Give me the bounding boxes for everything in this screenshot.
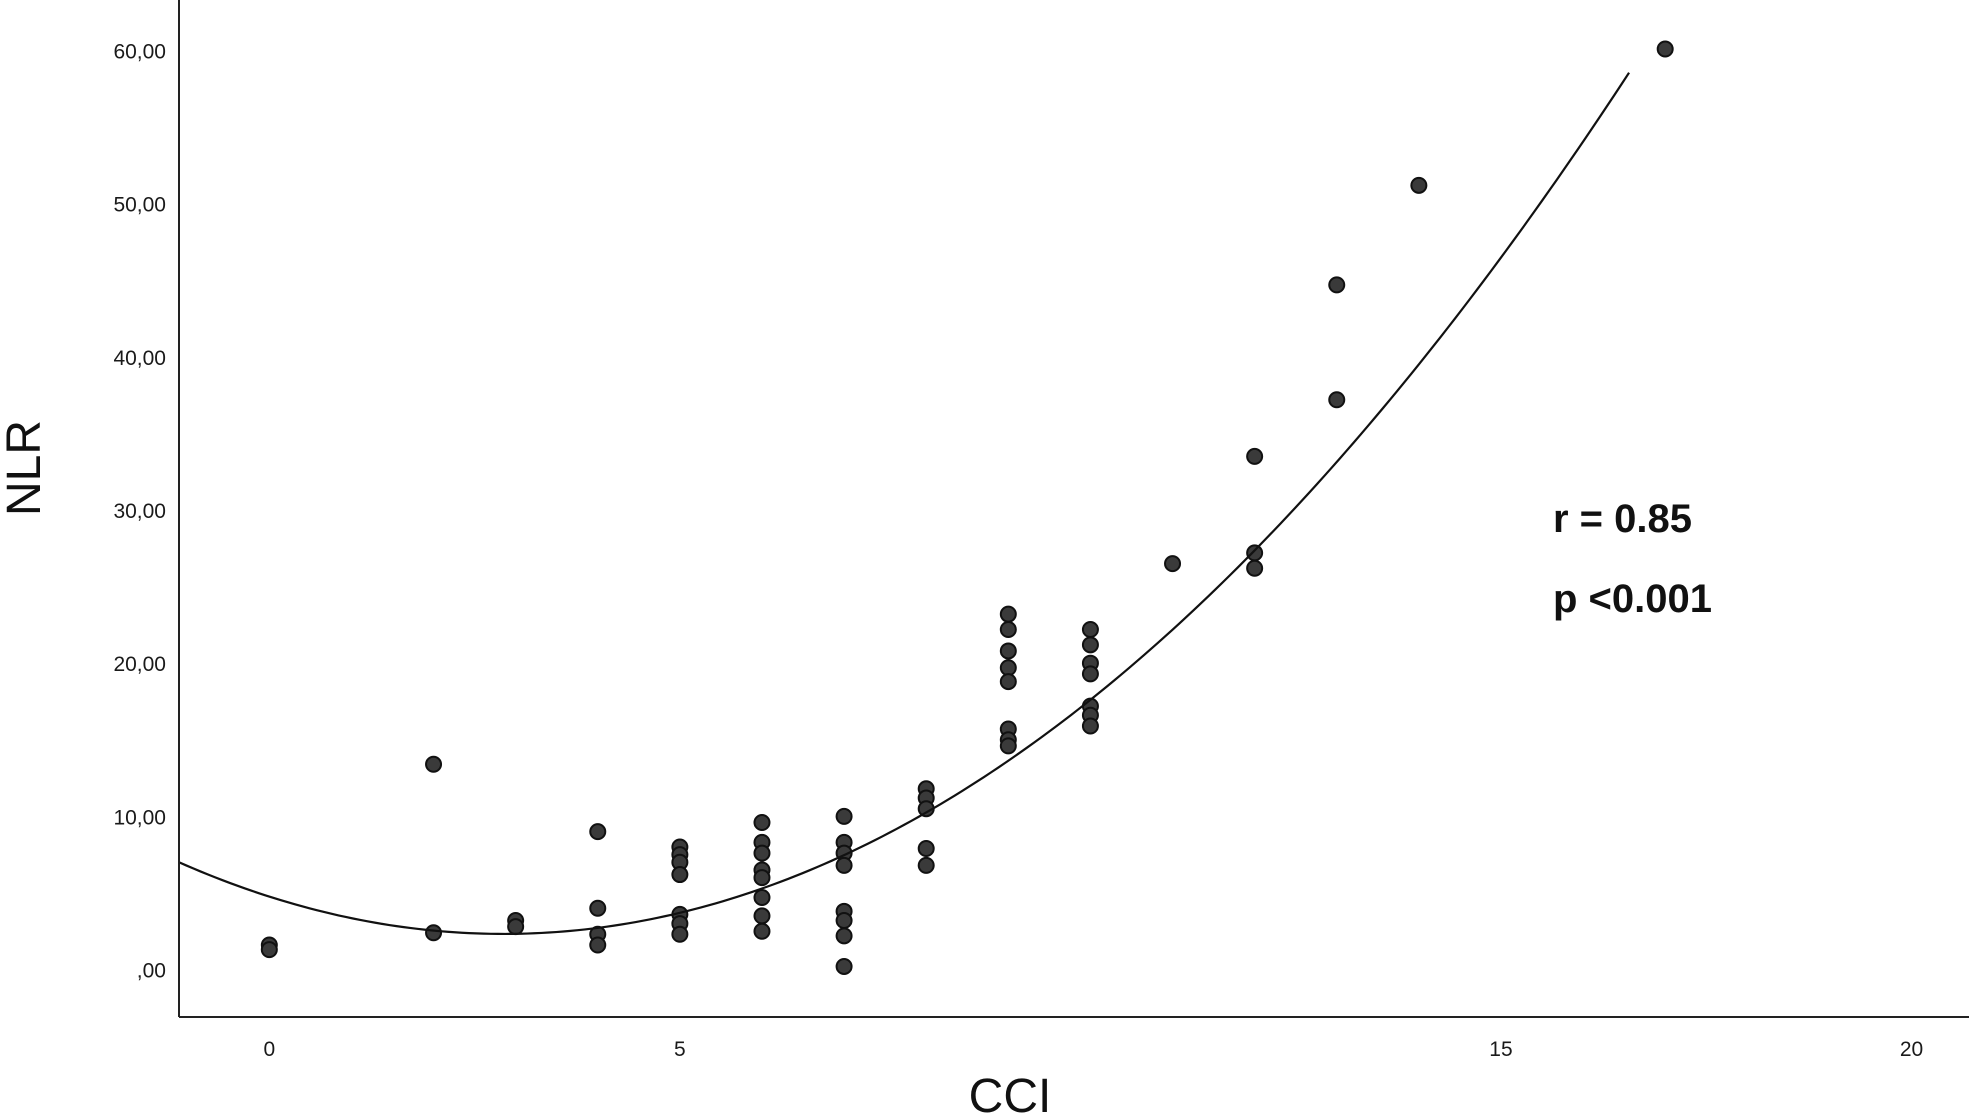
data-point [589,936,607,954]
x-tick-label: 20 [1900,1038,1923,1061]
data-point [835,807,853,825]
data-point [1164,555,1182,573]
x-axis-title: CCI [969,1070,1052,1118]
data-point [753,922,771,940]
data-point [835,957,853,975]
y-axis-title: NLR [0,420,51,516]
y-tick-label: 10,00 [113,806,166,829]
data-point [753,844,771,862]
x-tick-label: 15 [1489,1038,1512,1061]
data-point [425,755,443,773]
data-point [671,866,689,884]
data-point [999,620,1017,638]
data-point [1081,620,1099,638]
y-tick-label: 50,00 [113,194,166,217]
data-point [1081,636,1099,654]
fit-curve [178,72,1630,936]
data-point [999,737,1017,755]
data-point [999,642,1017,660]
data-point [507,918,525,936]
x-tick-label: 5 [674,1038,686,1061]
data-point [835,927,853,945]
data-point [835,912,853,930]
data-point [1246,544,1264,562]
data-point [671,925,689,943]
data-point [999,605,1017,623]
data-point [753,813,771,831]
p-value-annotation: p <0.001 [1553,577,1712,621]
y-tick-label: 30,00 [113,500,166,523]
data-point [835,856,853,874]
data-point [753,869,771,887]
data-point [425,924,443,942]
data-point [1410,176,1428,194]
data-point [1246,559,1264,577]
data-point [999,673,1017,691]
y-tick-label: 60,00 [113,41,166,64]
data-point [917,856,935,874]
data-point [1081,717,1099,735]
y-tick-label: ,00 [137,960,166,983]
data-point [1081,665,1099,683]
y-tick-label: 20,00 [113,653,166,676]
data-point [1656,40,1674,58]
data-points [260,40,1674,975]
y-tick-label: 40,00 [113,347,166,370]
x-tick-label: 0 [263,1038,275,1061]
data-point [1328,391,1346,409]
data-point [589,823,607,841]
data-point [1328,276,1346,294]
data-point [260,941,278,959]
data-point [1246,447,1264,465]
y-axis-ticks: ,00 10,00 20,00 30,00 40,00 50,00 60,00 [113,41,166,983]
data-point [917,840,935,858]
data-point [753,889,771,907]
data-point [589,899,607,917]
x-axis-ticks: 0 5 15 20 [263,1038,1923,1061]
data-point [753,907,771,925]
correlation-annotation: r = 0.85 [1553,497,1692,541]
data-point [999,659,1017,677]
